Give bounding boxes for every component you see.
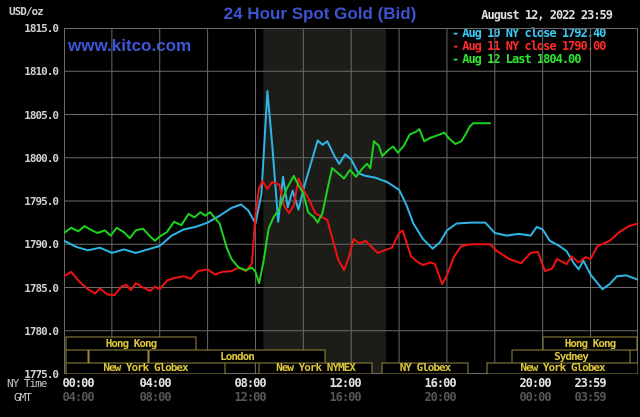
chart-datetime: August 12, 2022 23:59 — [481, 8, 613, 22]
gmt-caption: GMT — [14, 391, 32, 404]
ny-tick-label: 20:00 — [519, 376, 551, 390]
y-tick-label: 1815.0 — [24, 22, 59, 35]
y-tick-label: 1810.0 — [24, 65, 59, 79]
gmt-tick-label: 16:00 — [329, 390, 361, 404]
session-box — [65, 349, 89, 364]
session-label: New York NYMEX — [276, 361, 356, 374]
legend-label-aug11: Aug 11 NY close 1790.00 — [462, 38, 606, 53]
session-box — [148, 349, 326, 364]
legend-dash-aug10: - — [452, 25, 459, 40]
ny-tick-label: 16:00 — [424, 376, 456, 390]
y-tick-label: 1785.0 — [24, 281, 59, 295]
gmt-tick-label: 20:00 — [424, 390, 456, 404]
gmt-tick-label: 12:00 — [234, 390, 266, 404]
y-tick-label: 1790.0 — [24, 238, 59, 252]
page-title: 24 Hour Spot Gold (Bid) — [223, 4, 417, 23]
y-tick-label: 1780.0 — [24, 324, 59, 338]
y-tick-label: 1800.0 — [24, 151, 59, 165]
session-label: Hong Kong — [106, 337, 157, 350]
session-label: New York Globex — [103, 361, 189, 374]
session-label: New York Globex — [520, 361, 606, 374]
session-label: Sydney — [554, 350, 589, 363]
y-tick-label: 1795.0 — [24, 195, 59, 208]
legend-row-aug11: - Aug 11 NY close 1790.00 — [452, 38, 606, 53]
legend-dash-aug11: - — [452, 38, 459, 53]
ny-tick-label: 04:00 — [139, 376, 171, 390]
session-label: Hong Kong — [565, 337, 616, 350]
gmt-tick-label: 08:00 — [139, 390, 171, 404]
ny-tick-label: 00:00 — [62, 376, 94, 390]
kitco-site-link[interactable]: www.kitco.com — [68, 36, 192, 55]
ny-tick-label: 08:00 — [234, 376, 266, 390]
y-axis-labels: 1815.0 1810.0 1805.0 1800.0 1795.0 1790.0 1785… — [0, 0, 59, 417]
session-label: NY Globex — [400, 361, 452, 374]
ny-tick-label: 23:59 — [574, 376, 606, 390]
ny-time-caption: NY Time — [7, 377, 47, 390]
legend-dash-aug12: - — [452, 51, 459, 66]
plot-area: Hong Kong Hong Kong London Sydney New York G… — [63, 27, 639, 375]
legend-row-aug12: - Aug 12 Last 1804.00 — [452, 51, 605, 66]
gmt-tick-label: 00:00 — [519, 390, 551, 404]
gmt-tick-label: 04:00 — [62, 390, 94, 404]
y-tick-label: 1805.0 — [24, 108, 59, 122]
y-tick-label: 1775.0 — [24, 368, 59, 381]
price-line-aug10 — [63, 90, 639, 291]
session-label: London — [220, 350, 254, 363]
price-line-aug11 — [63, 177, 639, 297]
gmt-tick-label: 03:59 — [574, 390, 606, 404]
ny-tick-label: 12:00 — [329, 376, 361, 390]
legend-label-aug12: Aug 12 Last 1804.00 — [462, 51, 581, 66]
price-line-aug12 — [63, 122, 491, 285]
y-axis-unit-label: USD/oz — [9, 5, 44, 18]
